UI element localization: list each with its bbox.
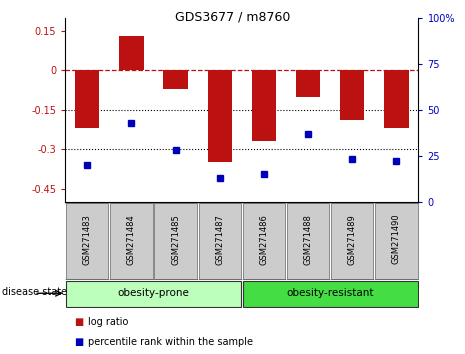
Bar [66, 202, 108, 279]
Text: GSM271490: GSM271490 [392, 214, 401, 264]
Bar [252, 70, 276, 141]
Bar [384, 70, 409, 128]
Text: log ratio: log ratio [88, 318, 129, 327]
Bar [66, 281, 241, 307]
Text: GSM271489: GSM271489 [348, 214, 357, 264]
Text: ■: ■ [74, 337, 84, 347]
Text: GSM271483: GSM271483 [83, 214, 92, 264]
Bar [110, 202, 153, 279]
Text: ■: ■ [74, 318, 84, 327]
Bar [375, 202, 418, 279]
Text: percentile rank within the sample: percentile rank within the sample [88, 337, 253, 347]
Text: GSM271485: GSM271485 [171, 214, 180, 264]
Bar [119, 36, 144, 70]
Text: obesity-resistant: obesity-resistant [286, 288, 374, 298]
Text: disease state: disease state [2, 287, 67, 297]
Text: obesity-prone: obesity-prone [118, 288, 189, 298]
Bar [75, 70, 100, 128]
Text: GSM271484: GSM271484 [127, 214, 136, 264]
Bar [243, 202, 285, 279]
Bar [340, 70, 365, 120]
Text: GDS3677 / m8760: GDS3677 / m8760 [175, 11, 290, 24]
Bar [199, 202, 241, 279]
Bar [287, 202, 329, 279]
Text: GSM271488: GSM271488 [304, 214, 312, 264]
Bar [243, 281, 418, 307]
Text: GSM271486: GSM271486 [259, 214, 268, 264]
Bar [207, 70, 232, 162]
Text: GSM271487: GSM271487 [215, 214, 224, 264]
Bar [154, 202, 197, 279]
Bar [331, 202, 373, 279]
Bar [296, 70, 320, 97]
Bar [163, 70, 188, 89]
